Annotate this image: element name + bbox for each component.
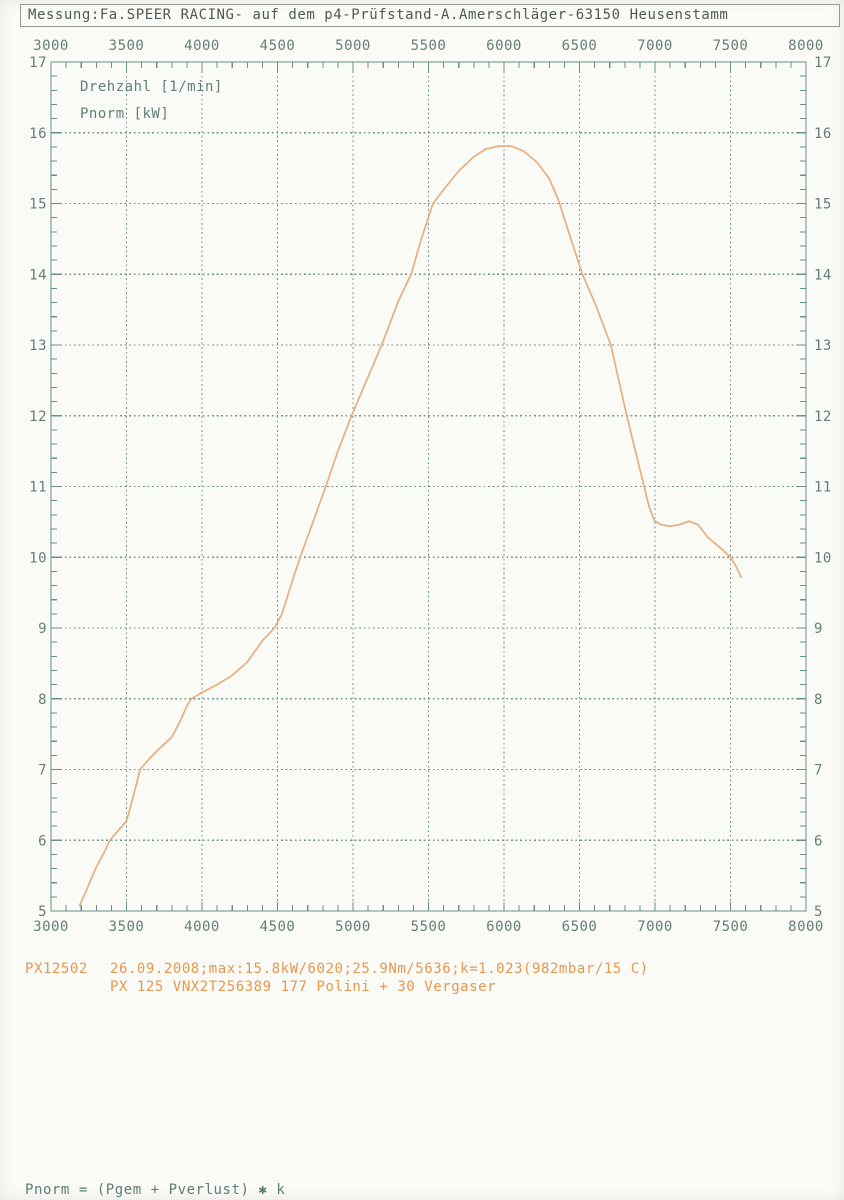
tick-label: 6500 [562,919,598,935]
tick-label: 13 [814,338,832,354]
tick-label: 17 [29,55,47,71]
tick-label: 6 [38,833,47,849]
tick-label: 17 [814,55,832,71]
tick-label: 16 [29,126,47,142]
tick-label: 13 [29,338,47,354]
tick-label: 6000 [486,919,522,935]
tick-label: 5000 [335,38,371,54]
tick-label: 6000 [486,38,522,54]
axis-labels-right: 5 6 7 8 9 10 11 12 13 14 15 16 17 [814,55,832,920]
tick-label: 7500 [713,38,749,54]
tick-label: 11 [814,480,832,496]
dyno-chart: 3000 3500 4000 4500 5000 5500 6000 6500 7000 7500… [29,38,832,935]
tick-label: 6500 [562,38,598,54]
tick-label: 5 [814,904,823,920]
tick-label: 5500 [411,919,447,935]
tick-label: 12 [29,409,47,425]
tick-label: 12 [814,409,832,425]
tick-label: 14 [814,267,832,283]
tick-label: 5500 [411,38,447,54]
run-id: PX12502 [25,961,88,977]
chart-legend: Drehzahl [1/min] Pnorm [kW] [80,79,223,122]
tick-label: 8 [38,692,47,708]
run-summary: 26.09.2008;max:15.8kW/6020;25.9Nm/5636;k… [110,961,649,977]
tick-label: 7000 [637,919,673,935]
tick-label: 7000 [637,38,673,54]
axis-labels-bottom: 3000 3500 4000 4500 5000 5500 6000 6500 7000 7500… [33,919,824,935]
measurement-header: Messung:Fa.SPEER RACING- auf dem p4-Prüf… [20,4,840,27]
legend-x-label: Drehzahl [1/min] [80,79,223,95]
axis-ticks [50,61,807,912]
axis-labels-top: 3000 3500 4000 4500 5000 5500 6000 6500 7000 7500… [33,38,824,54]
tick-label: 9 [38,621,47,637]
tick-label: 7 [814,763,823,779]
footer-formula: Pnorm = (Pgem + Pverlust) ✱ k [25,1182,286,1198]
tick-label: 5 [38,904,47,920]
tick-label: 5000 [335,919,371,935]
tick-label: 7500 [713,919,749,935]
tick-label: 8000 [788,919,824,935]
tick-label: 15 [29,197,47,213]
tick-label: 10 [29,550,47,566]
tick-label: 4500 [260,919,296,935]
tick-label: 3500 [109,919,145,935]
power-curve [78,145,742,907]
tick-label: 3000 [33,919,69,935]
measurement-title: Messung:Fa.SPEER RACING- auf dem p4-Prüf… [28,7,729,23]
tick-label: 14 [29,267,47,283]
tick-label: 11 [29,480,47,496]
tick-label: 16 [814,126,832,142]
grid-lines [51,62,806,911]
tick-label: 4500 [260,38,296,54]
tick-label: 6 [814,833,823,849]
tick-label: 4000 [184,919,220,935]
power-curve-line [78,145,742,907]
tick-label: 9 [814,621,823,637]
tick-label: 3500 [109,38,145,54]
tick-label: 10 [814,550,832,566]
legend-y-label: Pnorm [kW] [80,106,169,122]
tick-label: 4000 [184,38,220,54]
tick-label: 3000 [33,38,69,54]
tick-label: 15 [814,197,832,213]
tick-label: 8000 [788,38,824,54]
axis-labels-left: 5 6 7 8 9 10 11 12 13 14 15 16 17 [29,55,47,920]
tick-label: 8 [814,692,823,708]
tick-label: 7 [38,763,47,779]
run-description: PX 125 VNX2T256389 177 Polini + 30 Verga… [110,979,497,995]
